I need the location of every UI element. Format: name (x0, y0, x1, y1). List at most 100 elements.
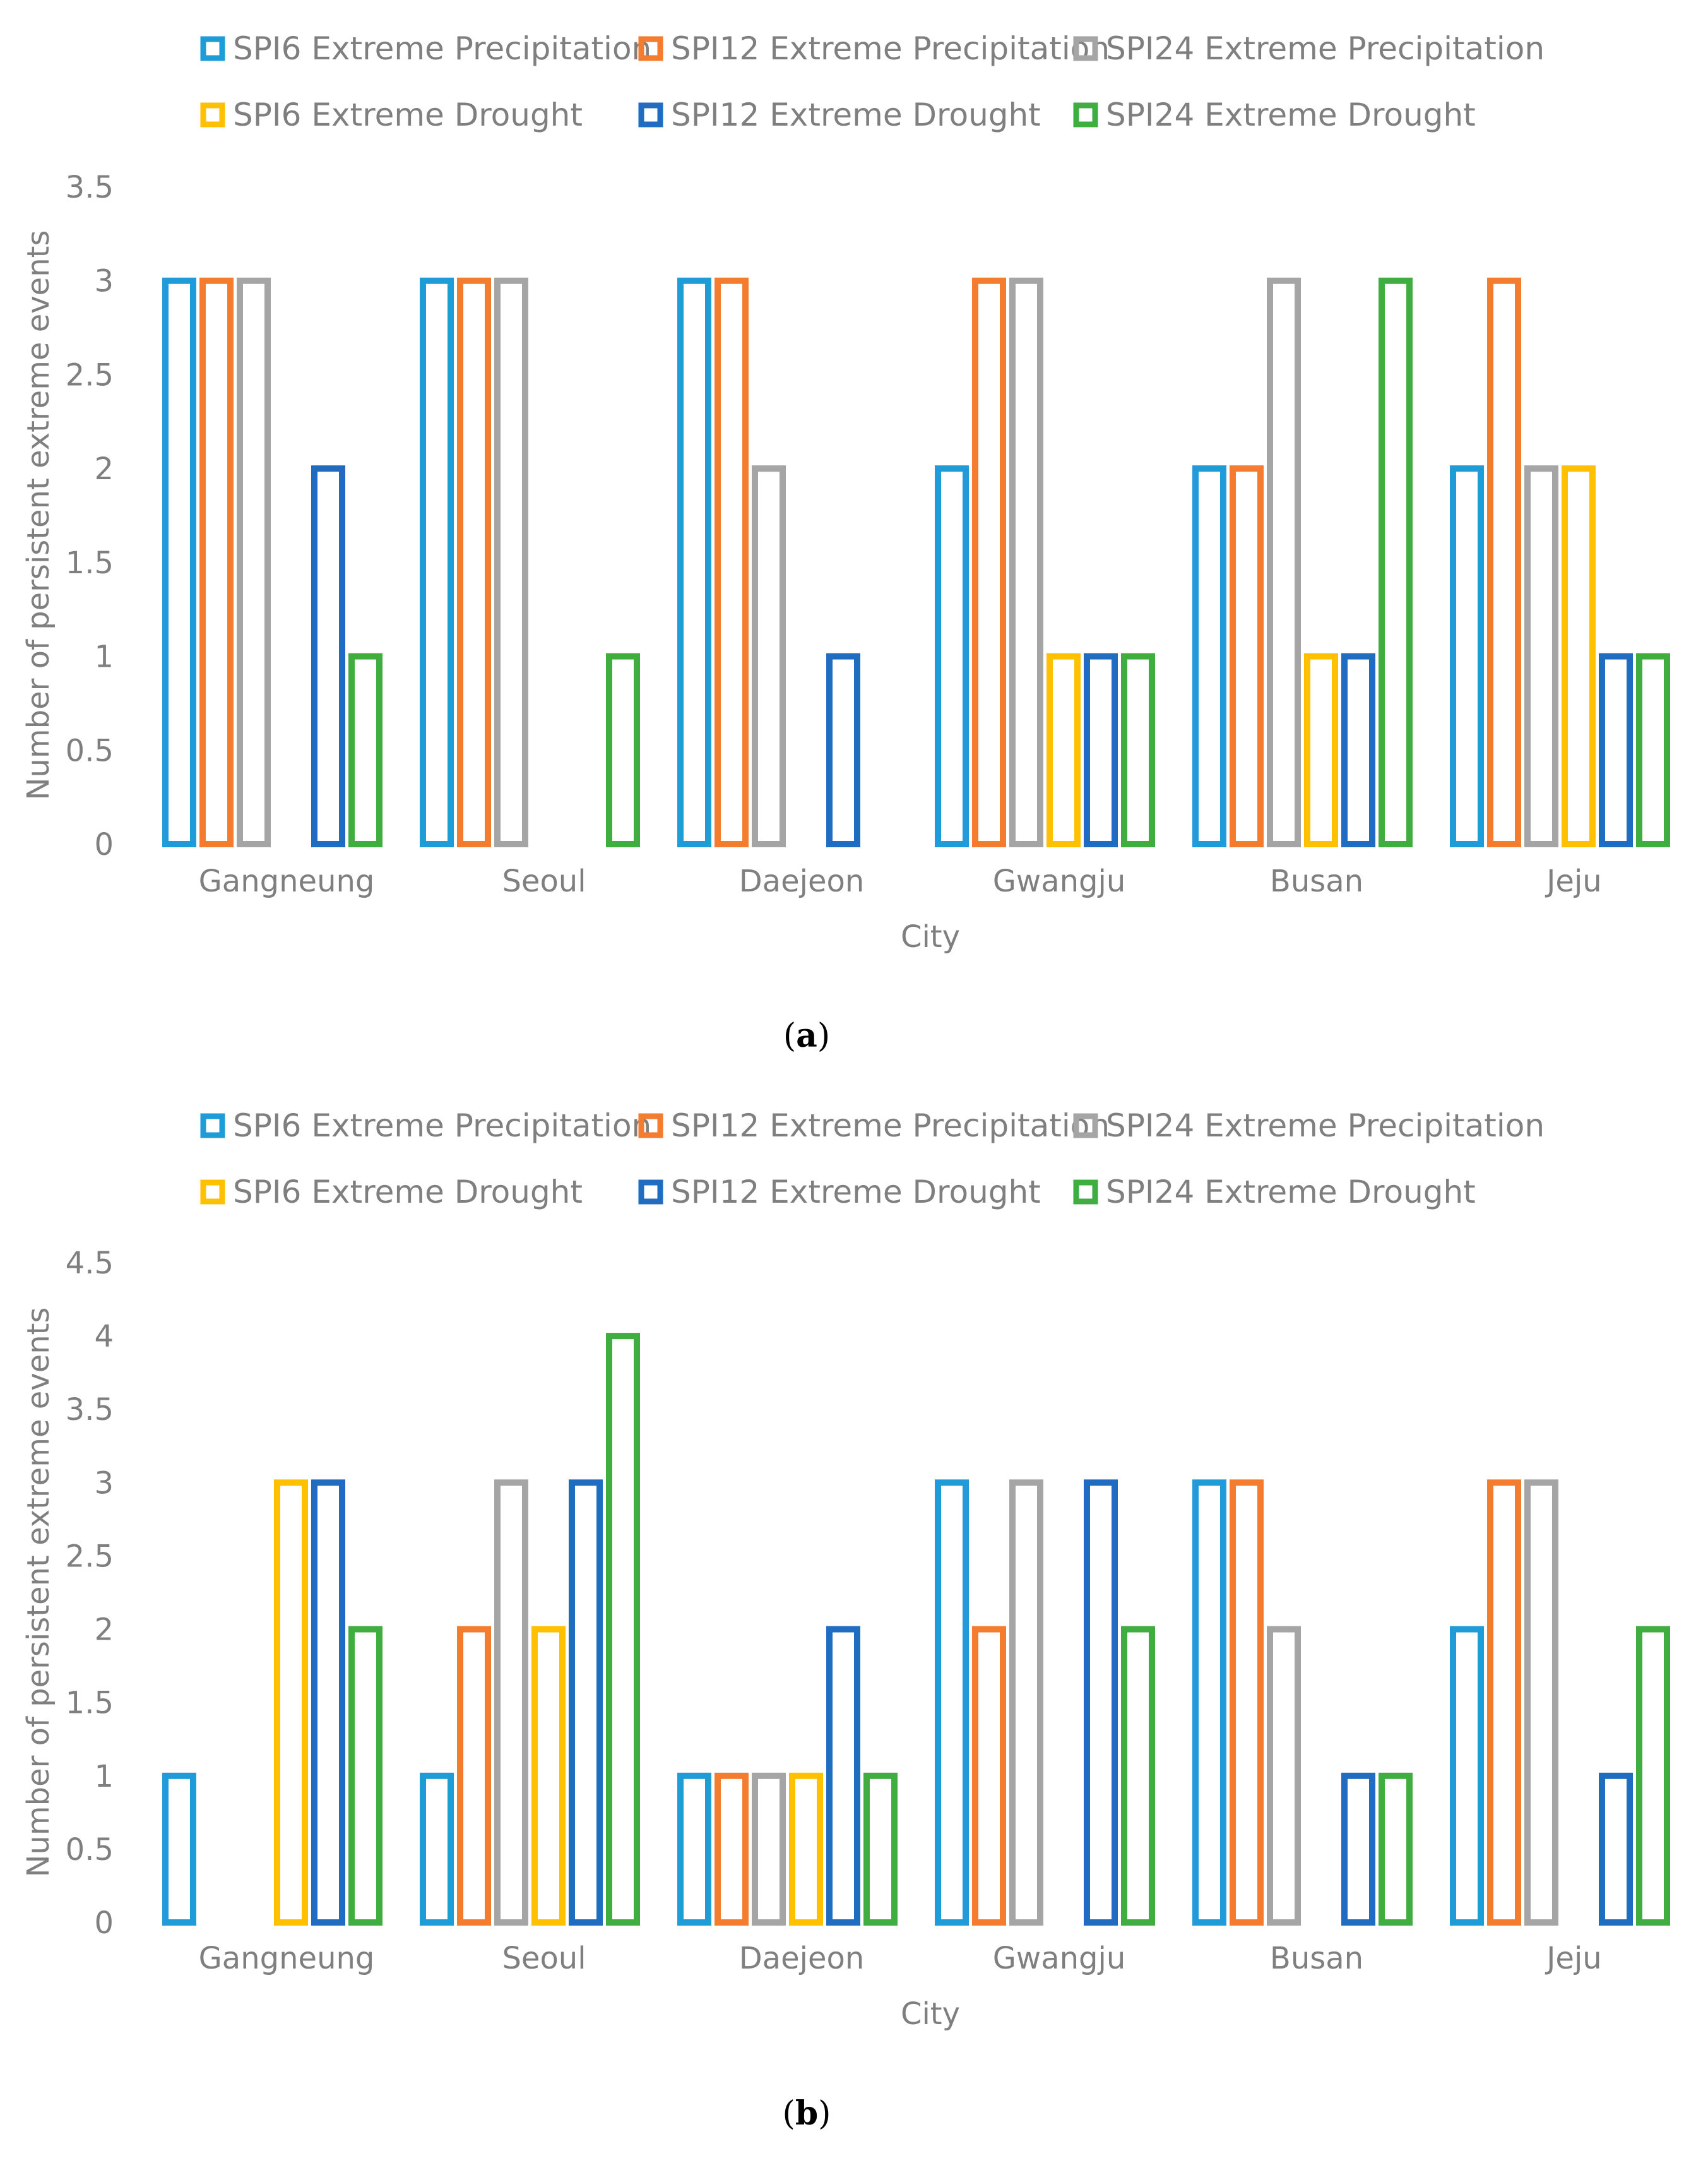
y-tick-label: 2.5 (66, 357, 114, 393)
bar (1341, 653, 1375, 847)
legend-entry: SPI12 Extreme Drought (638, 97, 1041, 133)
x-tick-label: Busan (1270, 1941, 1363, 1976)
bar (1599, 1772, 1633, 1926)
y-tick-label: 1.5 (66, 545, 114, 581)
bar (1047, 653, 1081, 847)
legend-label: SPI12 Extreme Precipitation (671, 30, 1110, 67)
legend-swatch (638, 1179, 663, 1205)
legend-entry: SPI6 Extreme Precipitation (200, 1107, 651, 1144)
legend-entry: SPI6 Extreme Drought (200, 1174, 583, 1210)
bar (1121, 1626, 1155, 1926)
y-tick-label: 0.5 (66, 733, 114, 768)
x-tick-label: Jeju (1545, 864, 1601, 899)
y-tick-label: 0.5 (66, 1832, 114, 1868)
legend-label: SPI6 Extreme Precipitation (233, 30, 651, 67)
bar (863, 1772, 898, 1926)
y-tick-label: 0 (94, 827, 114, 862)
y-tick-label: 2.5 (66, 1539, 114, 1574)
x-tick-label: Daejeon (739, 1941, 865, 1976)
chart-panel-b: SPI6 Extreme Precipitation SPI12 Extreme … (21, 1107, 1670, 2133)
legend-label: SPI24 Extreme Precipitation (1106, 30, 1545, 67)
y-tick-label: 2 (94, 451, 114, 487)
y-tick-label: 3.5 (66, 170, 114, 205)
bar (752, 465, 786, 847)
y-tick-label: 3 (94, 264, 114, 299)
legend-label: SPI24 Extreme Drought (1106, 1174, 1476, 1210)
legend-label: SPI6 Extreme Drought (233, 97, 583, 133)
y-tick-label: 0 (94, 1905, 114, 1941)
bar (1009, 277, 1043, 847)
legend-label: SPI12 Extreme Drought (671, 97, 1041, 133)
bar (1450, 465, 1484, 847)
chart-panel-a: SPI6 Extreme Precipitation SPI12 Extreme … (21, 30, 1670, 1055)
legend-swatch (1073, 102, 1098, 128)
legend-swatch (1073, 1113, 1098, 1138)
bar (1487, 277, 1521, 847)
bar (494, 277, 528, 847)
bar (1304, 653, 1338, 847)
x-tick-label: Gangneung (199, 864, 375, 899)
bar (1267, 1626, 1301, 1926)
bar (935, 465, 969, 847)
legend-swatch (638, 36, 663, 61)
bar (311, 1479, 345, 1926)
legend-label: SPI6 Extreme Precipitation (233, 1107, 651, 1144)
y-tick-label: 1 (94, 640, 114, 675)
bar (162, 277, 196, 847)
y-axis-title: Number of persistent extreme events (21, 230, 56, 801)
bar (199, 277, 234, 847)
y-tick-label: 3 (94, 1465, 114, 1501)
bar (1636, 653, 1670, 847)
bar (531, 1626, 566, 1926)
legend-swatch (1073, 36, 1098, 61)
bar (1524, 1479, 1558, 1926)
bar (274, 1479, 308, 1926)
bar (606, 653, 640, 847)
y-tick-label: 3.5 (66, 1392, 114, 1427)
bar (162, 1772, 196, 1926)
x-axis-title: City (901, 1996, 960, 2032)
bar (1084, 1479, 1118, 1926)
x-tick-label: Gangneung (199, 1941, 375, 1976)
panel-label: (a) (783, 1016, 830, 1055)
bar (606, 1333, 640, 1926)
bar (311, 465, 345, 847)
y-tick-label: 2 (94, 1612, 114, 1648)
x-tick-label: Gwangju (993, 864, 1126, 899)
bar (972, 1626, 1006, 1926)
legend-label: SPI6 Extreme Drought (233, 1174, 583, 1210)
legend-entry: SPI6 Extreme Drought (200, 97, 583, 133)
bar (1009, 1479, 1043, 1926)
bar (569, 1479, 603, 1926)
bar (1487, 1479, 1521, 1926)
bar (1379, 1772, 1413, 1926)
x-tick-label: Daejeon (739, 864, 865, 899)
legend-label: SPI24 Extreme Precipitation (1106, 1107, 1545, 1144)
bar (1450, 1626, 1484, 1926)
bar (494, 1479, 528, 1926)
legend-swatch (200, 102, 225, 128)
bar (826, 1626, 860, 1926)
bar (1192, 1479, 1226, 1926)
bar (677, 1772, 711, 1926)
x-tick-label: Gwangju (993, 1941, 1126, 1976)
x-tick-label: Seoul (502, 1941, 586, 1976)
bar (1379, 277, 1413, 847)
legend-entry: SPI24 Extreme Precipitation (1073, 1107, 1545, 1144)
y-tick-label: 1.5 (66, 1686, 114, 1721)
bar (1562, 465, 1596, 847)
legend-entry: SPI24 Extreme Drought (1073, 97, 1476, 133)
bar (715, 277, 749, 847)
bar (457, 277, 491, 847)
legend-label: SPI12 Extreme Precipitation (671, 1107, 1110, 1144)
bar (715, 1772, 749, 1926)
bar (935, 1479, 969, 1926)
legend-swatch (200, 1113, 225, 1138)
bar (420, 277, 454, 847)
bar (1636, 1626, 1670, 1926)
bar (1230, 465, 1264, 847)
bar (1192, 465, 1226, 847)
bar (789, 1772, 823, 1926)
legend-swatch (638, 1113, 663, 1138)
y-tick-label: 1 (94, 1759, 114, 1794)
